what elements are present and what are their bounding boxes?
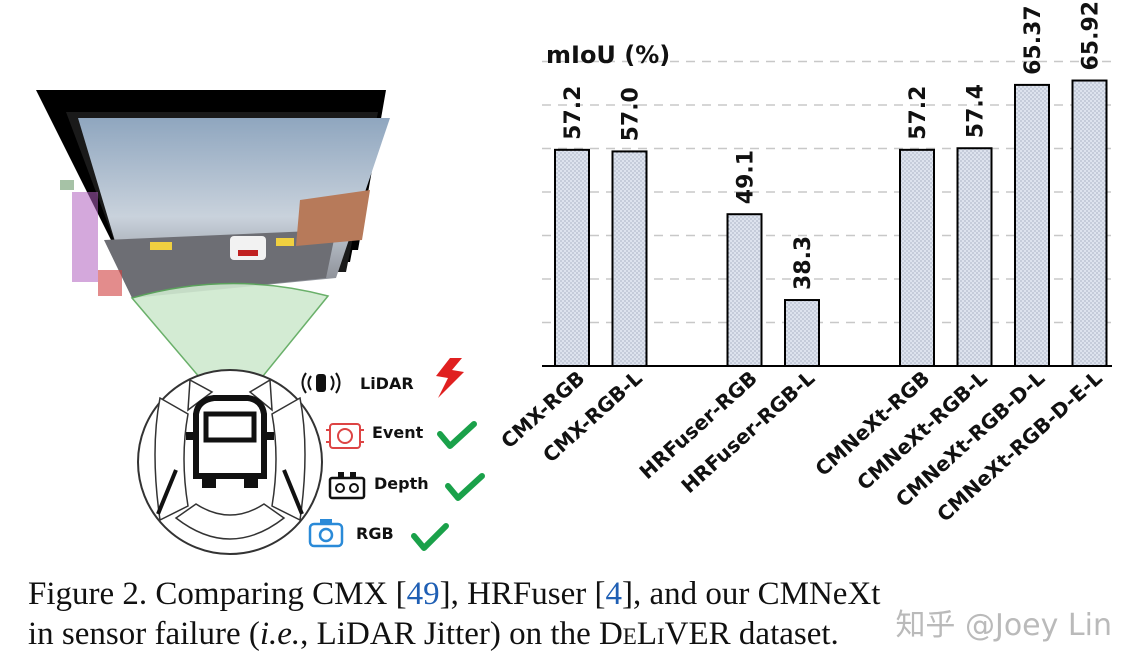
category-tick-labels: CMX-RGBCMX-RGB-LHRFuser-RGBHRFuser-RGB-L… — [496, 366, 1107, 527]
bar — [899, 148, 935, 367]
value-label: 57.2 — [906, 86, 931, 140]
sensor-row-depth: Depth — [328, 472, 485, 501]
citation-link[interactable]: 49 — [406, 576, 440, 612]
bar — [956, 147, 993, 367]
bar — [611, 150, 648, 367]
sensor-row-lidar: LiDAR — [301, 358, 464, 398]
value-label: 49.1 — [734, 150, 759, 204]
rgb-frame-scene — [78, 118, 390, 298]
event-camera-icon — [326, 423, 364, 449]
sensor-row-event: Event — [326, 421, 477, 449]
sensor-label-rgb: RGB — [356, 524, 394, 543]
sensor-row-rgb: RGB — [308, 519, 449, 551]
figure-caption: Figure 2. Comparing CMX [49], HRFuser [4… — [28, 576, 881, 652]
sensor-label-event: Event — [372, 423, 424, 442]
check-icon — [411, 523, 449, 551]
y-axis-label: mIoU (%) — [546, 41, 670, 69]
depth-camera-icon — [328, 472, 366, 500]
value-label: 57.2 — [561, 86, 586, 140]
dataset-name: DeLiVER — [598, 616, 731, 652]
rgb-camera-icon — [308, 519, 344, 548]
value-label: 57.4 — [964, 84, 989, 138]
sensor-label-depth: Depth — [374, 474, 429, 493]
car-icon — [156, 395, 304, 515]
bar — [1014, 83, 1050, 367]
bar — [1071, 79, 1108, 368]
sensor-frames — [36, 90, 390, 298]
caption-prefix: Figure 2. — [28, 576, 148, 612]
bar — [554, 148, 590, 367]
sensor-sectors — [154, 378, 306, 540]
check-icon — [437, 421, 477, 449]
event-noise — [60, 180, 122, 296]
category-tick-label: CMX-RGB-L — [538, 366, 647, 467]
lidar-icon — [301, 372, 341, 394]
lightning-icon — [436, 358, 464, 398]
value-labels: 57.2 57.0 49.1 38.3 57.2 57.4 65.37 65.92 — [561, 1, 1104, 290]
watermark: 知乎 @Joey Lin — [895, 608, 1112, 643]
field-of-view-cone — [130, 282, 330, 393]
bar-chart: mIoU (%) 57.2 57.0 49.1 38.3 57.2 57.4 65.37 65… — [496, 1, 1112, 527]
sensor-illustration: LiDAR Event — [36, 90, 485, 555]
value-label: 38.3 — [791, 236, 816, 290]
bar — [726, 213, 763, 367]
check-icon — [445, 473, 485, 501]
value-label: 57.0 — [619, 87, 644, 141]
bars — [554, 79, 1108, 368]
citation-link[interactable]: 4 — [605, 576, 623, 612]
value-label: 65.92 — [1079, 1, 1104, 71]
bar — [784, 299, 820, 367]
value-label: 65.37 — [1021, 5, 1046, 75]
car-diagram — [137, 369, 323, 555]
sensor-label-lidar: LiDAR — [360, 374, 414, 393]
sensor-legend: LiDAR Event — [301, 358, 485, 551]
